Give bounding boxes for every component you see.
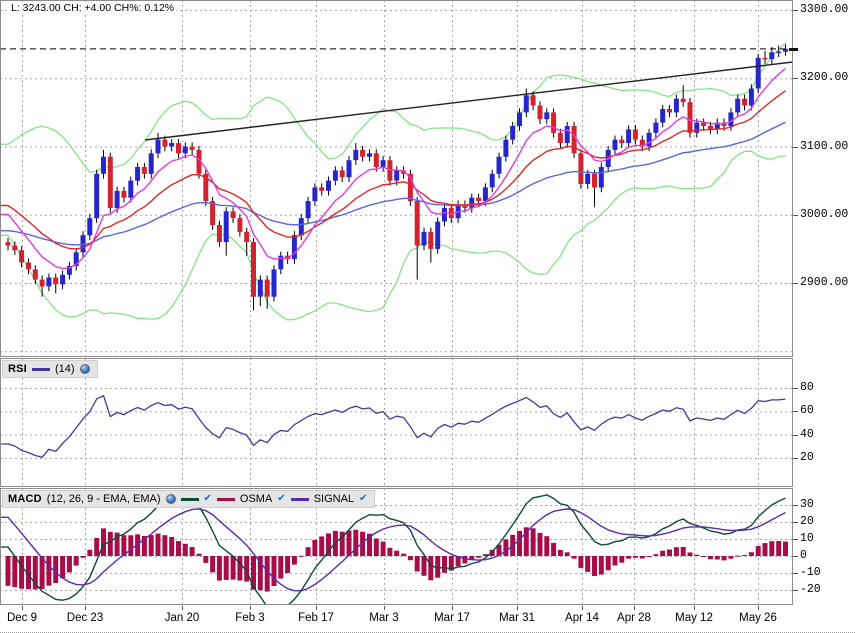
time-axis-tick	[694, 606, 695, 610]
rsi-axis-tick	[793, 458, 798, 459]
gridlines	[0, 358, 793, 487]
bollinger-lower-band	[1, 150, 786, 321]
signal-visibility-check-icon[interactable]: ✔	[359, 493, 368, 504]
last-price-status: L: 3243.00 CH: +4.00 CH%: 0.12%	[9, 2, 177, 14]
x-axis-label: Jan 20	[164, 612, 200, 624]
time-axis-tick	[384, 606, 385, 610]
macd-axis-label: 10	[800, 532, 814, 545]
ma-slow-line	[1, 121, 786, 246]
rsi-axis-label: 80	[800, 381, 814, 394]
rsi-settings-icon[interactable]	[79, 364, 90, 374]
trendline	[144, 61, 793, 141]
price-axis-tick	[793, 78, 798, 80]
rsi-axis-label: 60	[800, 404, 814, 418]
rsi-axis-label: 40	[800, 427, 814, 441]
time-axis-tick	[517, 606, 518, 610]
price-axis-tick	[793, 10, 798, 11]
time-axis-tick	[250, 606, 251, 610]
macd-params: (12, 26, 9 - EMA, EMA)	[46, 493, 161, 505]
time-axis-tick	[22, 606, 23, 610]
macd-axis-tick	[793, 590, 798, 591]
macd-axis-tick	[793, 522, 798, 523]
rsi-axis-label: 20	[800, 451, 814, 464]
x-axis-label: Mar 17	[434, 612, 470, 624]
macd-settings-icon[interactable]	[165, 494, 176, 504]
x-axis-label: Dec 23	[66, 612, 104, 624]
last-price-axis-marker	[789, 47, 798, 51]
panel-border	[0, 0, 793, 357]
rsi-axis-tick	[793, 411, 798, 413]
macd-title: MACD	[8, 493, 42, 505]
gridlines	[0, 488, 793, 605]
time-axis-tick	[182, 606, 183, 610]
x-axis-label: Mar 3	[369, 612, 399, 624]
panel-border	[0, 358, 793, 487]
y-axis-label: 3300.00	[800, 3, 849, 16]
macd-line	[1, 494, 786, 605]
x-axis-label: May 26	[739, 612, 777, 624]
y-axis-label: 2900.00	[800, 276, 849, 289]
macd-axis-label: -10	[800, 566, 821, 579]
time-axis-tick	[316, 606, 317, 610]
time-axis-tick	[582, 606, 583, 610]
osma-visibility-check-icon[interactable]: ✔	[277, 493, 286, 504]
price-axis-tick	[793, 146, 798, 148]
time-axis-tick	[85, 606, 86, 610]
rsi-axis-tick	[793, 388, 798, 389]
macd-visibility-check-icon[interactable]: ✔	[203, 493, 212, 504]
osma-swatch	[216, 497, 235, 501]
signal-swatch	[290, 497, 309, 501]
x-axis-label: Apr 14	[565, 612, 599, 624]
macd-axis-tick	[793, 539, 798, 540]
panel-border	[0, 488, 793, 605]
ma-fast-line	[1, 67, 786, 270]
x-axis-label: Apr 28	[617, 612, 651, 624]
macd-axis-label: -20	[800, 583, 821, 596]
y-axis-label: 3000.00	[800, 207, 849, 221]
macd-axis-label: 0	[800, 549, 807, 562]
macd-axis-label: 20	[800, 515, 814, 528]
macd-line-swatch	[180, 497, 199, 501]
time-axis-tick	[634, 606, 635, 610]
y-axis-label: 3200.00	[800, 71, 849, 85]
signal-label: SIGNAL	[313, 493, 355, 505]
rsi-params: (14)	[54, 363, 75, 375]
rsi-chart-canvas[interactable]	[0, 358, 793, 487]
ma-medium-line	[1, 90, 786, 250]
signal-line	[1, 508, 786, 592]
time-axis-tick	[452, 606, 453, 610]
macd-indicator-header: MACD (12, 26, 9 - EMA, EMA) ✔ OSMA ✔ SIG…	[2, 490, 376, 508]
macd-axis-tick	[793, 573, 798, 574]
x-axis-label: Feb 17	[298, 612, 334, 624]
x-axis-label: Dec 9	[6, 612, 38, 624]
price-axis-tick	[793, 214, 798, 216]
y-axis-label: 3100.00	[800, 139, 849, 153]
macd-axis-label: 30	[800, 498, 814, 511]
bollinger-upper-band	[1, 41, 786, 173]
candles	[5, 44, 788, 311]
macd-axis-tick	[793, 505, 798, 506]
x-axis-label: Mar 31	[499, 612, 535, 624]
rsi-title: RSI	[8, 363, 27, 375]
x-axis-label: Feb 3	[235, 612, 265, 624]
price-chart-canvas[interactable]	[0, 0, 793, 357]
rsi-indicator-header: RSI (14)	[2, 360, 98, 378]
macd-axis-tick	[793, 556, 798, 557]
gridlines	[0, 0, 793, 357]
rsi-axis-tick	[793, 434, 798, 436]
rsi-line-swatch	[31, 367, 50, 371]
macd-chart-canvas[interactable]	[0, 488, 793, 605]
x-axis-label: May 12	[675, 612, 713, 624]
rsi-line	[1, 394, 786, 458]
time-axis-tick	[758, 606, 759, 610]
price-axis-tick	[793, 283, 798, 284]
osma-histogram	[5, 527, 788, 592]
osma-label: OSMA	[239, 493, 273, 505]
